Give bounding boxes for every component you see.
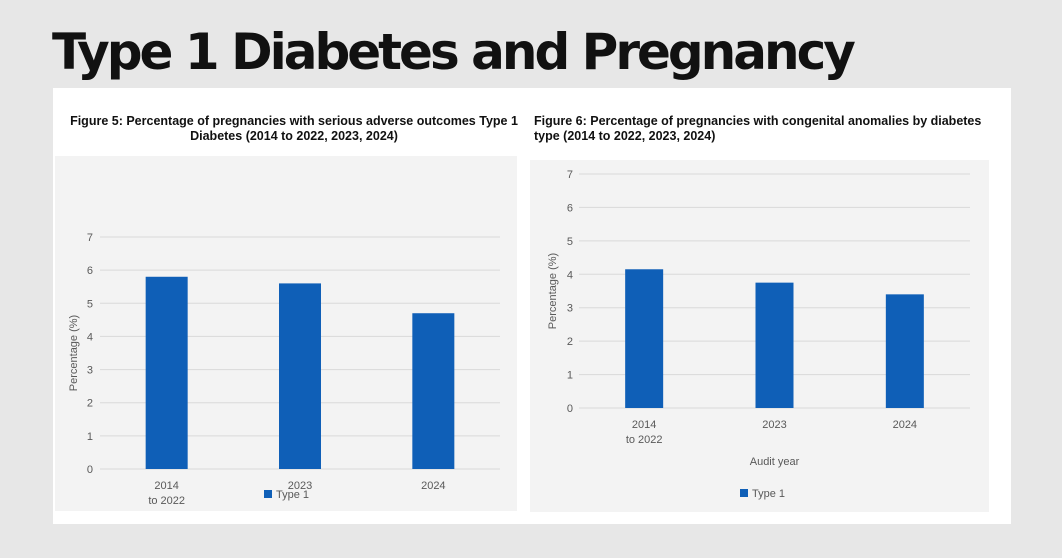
bar xyxy=(625,269,664,408)
x-tick-label: 2023 xyxy=(762,419,786,431)
y-tick-label: 0 xyxy=(87,464,93,476)
y-tick-label: 6 xyxy=(87,265,93,277)
y-tick-label: 4 xyxy=(87,331,93,343)
bar xyxy=(279,283,321,469)
legend-label: Type 1 xyxy=(276,489,309,501)
y-tick-label: 2 xyxy=(567,336,573,348)
y-tick-label: 3 xyxy=(567,303,573,315)
figure-6-chart-area: 0 1 2 3 4 5 6 7 2014 to 2022 2023 2024 Audit year Per… xyxy=(530,160,989,512)
y-tick-label: 5 xyxy=(567,236,573,248)
legend-swatch xyxy=(264,490,272,498)
y-tick-label: 3 xyxy=(87,365,93,377)
x-tick-label: to 2022 xyxy=(148,495,185,507)
page-title: Type 1 Diabetes and Pregnancy xyxy=(52,23,856,81)
y-tick-label: 5 xyxy=(87,298,93,310)
y-tick-label: 7 xyxy=(87,232,93,244)
y-tick-label: 1 xyxy=(87,431,93,443)
bar xyxy=(755,282,794,408)
y-tick-label: 0 xyxy=(567,403,573,415)
bar xyxy=(412,313,455,469)
x-tick-label: 2014 xyxy=(154,480,178,492)
x-axis-title: Audit year xyxy=(750,456,800,468)
x-tick-label: 2024 xyxy=(421,480,445,492)
figures-panel: Figure 5: Percentage of pregnancies with… xyxy=(53,88,1011,529)
x-tick-label: 2023 xyxy=(288,480,312,492)
y-tick-label: 4 xyxy=(567,269,573,281)
x-tick-label: to 2022 xyxy=(626,434,663,446)
y-axis-title: Percentage (%) xyxy=(68,315,80,391)
legend-swatch xyxy=(740,489,748,497)
bar xyxy=(145,276,188,469)
y-tick-label: 6 xyxy=(567,202,573,214)
legend-label: Type 1 xyxy=(752,488,785,500)
x-tick-label: 2014 xyxy=(632,419,656,431)
y-tick-label: 7 xyxy=(567,169,573,181)
x-tick-label: 2024 xyxy=(893,419,917,431)
y-axis-title: Percentage (%) xyxy=(547,253,559,329)
bar xyxy=(885,294,924,408)
figure-6-chart: 0 1 2 3 4 5 6 7 2014 to 2022 2023 2024 Audit year Per… xyxy=(547,169,970,500)
y-tick-label: 1 xyxy=(567,370,573,382)
figure-6-title: Figure 6: Percentage of pregnancies with… xyxy=(534,114,982,143)
y-tick-label: 2 xyxy=(87,398,93,410)
figure-5-title: Figure 5: Percentage of pregnancies with… xyxy=(70,114,518,143)
